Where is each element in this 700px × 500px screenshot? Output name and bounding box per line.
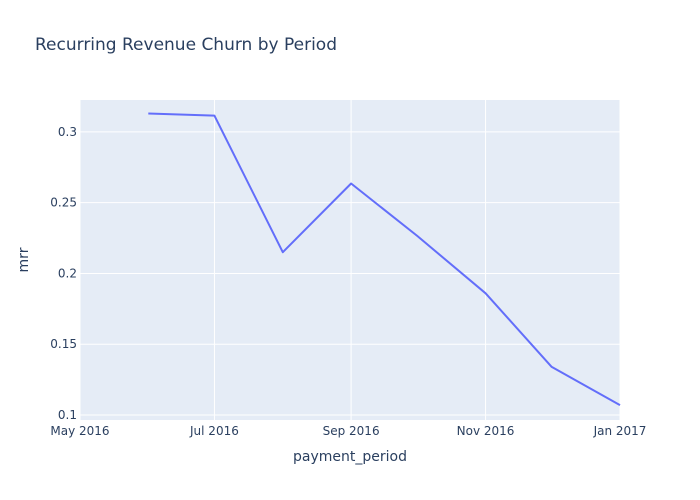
- x-axis-title: payment_period: [293, 449, 407, 465]
- y-tick-label: 0.1: [58, 408, 77, 422]
- plot-area: [80, 100, 620, 420]
- series-line: [148, 112, 621, 406]
- chart-title: Recurring Revenue Churn by Period: [35, 35, 337, 55]
- y-axis-title: mrr: [16, 247, 32, 272]
- y-tick-label: 0.3: [58, 125, 77, 139]
- series-lines: [148, 112, 621, 406]
- x-tick-label: Nov 2016: [457, 424, 515, 438]
- x-tick-label: Jul 2016: [189, 424, 239, 438]
- x-tick-label: Sep 2016: [323, 424, 380, 438]
- x-axis: May 2016 Jul 2016 Sep 2016 Nov 2016 Jan 2017: [50, 424, 646, 438]
- y-tick-label: 0.15: [50, 337, 77, 351]
- x-tick-label: May 2016: [50, 424, 109, 438]
- y-axis: 0.1 0.15 0.2 0.25 0.3: [50, 125, 77, 422]
- y-tick-label: 0.25: [50, 196, 77, 210]
- x-tick-label: Jan 2017: [593, 424, 647, 438]
- grid: [79, 100, 621, 420]
- y-tick-label: 0.2: [58, 266, 77, 280]
